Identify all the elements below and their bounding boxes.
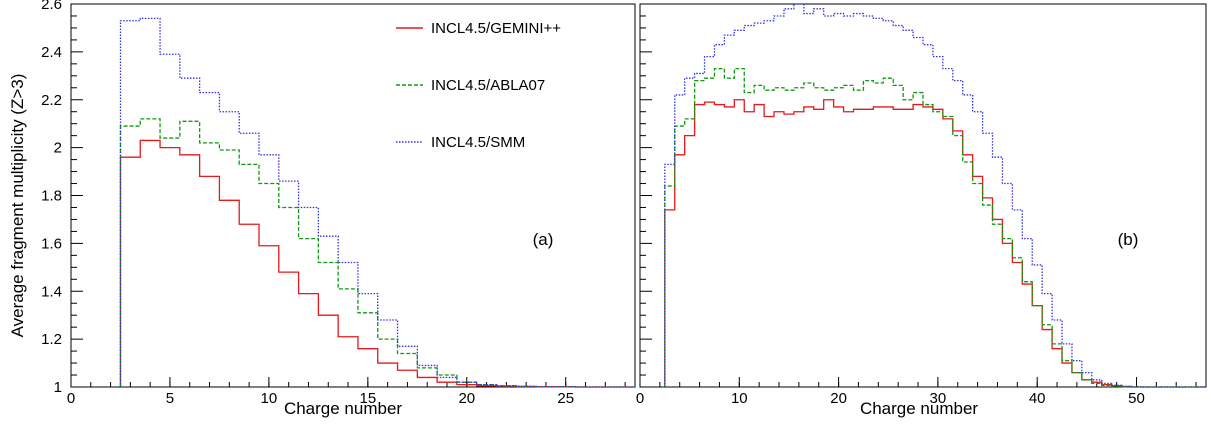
plot-frame [70,3,636,388]
x-tick-label: 10 [731,390,748,407]
y-tick-label: 2.4 [41,44,62,61]
x-tick-label: 30 [930,390,947,407]
legend-entry: INCL4.5/GEMINI++ [431,20,561,37]
legend-entry: INCL4.5/ABLA07 [431,77,545,94]
x-axis-title: Charge number [284,399,402,418]
x-tick-label: 10 [261,390,278,407]
panel-label: (a) [533,230,554,249]
y-tick-label: 1 [54,379,62,396]
panel-label: (b) [1118,230,1139,249]
y-tick-label: 1.8 [41,188,62,205]
y-tick-label: 1.4 [41,283,62,300]
x-tick-label: 25 [557,390,574,407]
legend: INCL4.5/GEMINI++ INCL4.5/ABLA07 INCL4.5/SM… [396,20,561,151]
series-line-incl4-5-smm [664,3,1202,388]
x-tick-label: 20 [458,390,475,407]
series-line-incl4-5-abla07 [664,67,1202,388]
y-tick-label: 1.6 [41,235,62,252]
panel-b: 0 10 20 30 40 50 Charge number (b) [636,3,1207,418]
series-line-incl4-5-gemini- [119,139,635,388]
x-tick-label: 0 [67,390,75,407]
y-tick-label: 2.2 [41,92,62,109]
x-tick-label: 5 [166,390,174,407]
plot-frame [639,3,1207,388]
y-tick-label: 1.2 [41,331,62,348]
x-tick-label: 40 [1029,390,1046,407]
x-axis-title: Charge number [860,399,978,418]
series-line-incl4-5-gemini- [664,99,1202,388]
x-tick-label: 50 [1128,390,1145,407]
y-tick-label: 2 [54,140,62,157]
x-tick-label: 0 [636,390,644,407]
x-tick-label: 20 [830,390,847,407]
series-line-incl4-5-smm [119,17,635,388]
series-line-incl4-5-abla07 [119,118,635,388]
panel-a: 0 5 10 15 20 25 1 1.2 1.4 1.6 1.8 2 2.2 2.4 2.6 Charge … [8,0,636,418]
y-tick-label: 2.6 [41,0,62,13]
legend-entry: INCL4.5/SMM [431,134,525,151]
x-tick-label: 15 [359,390,376,407]
y-axis-title: Average fragment multiplicity (Z>3) [8,74,27,338]
